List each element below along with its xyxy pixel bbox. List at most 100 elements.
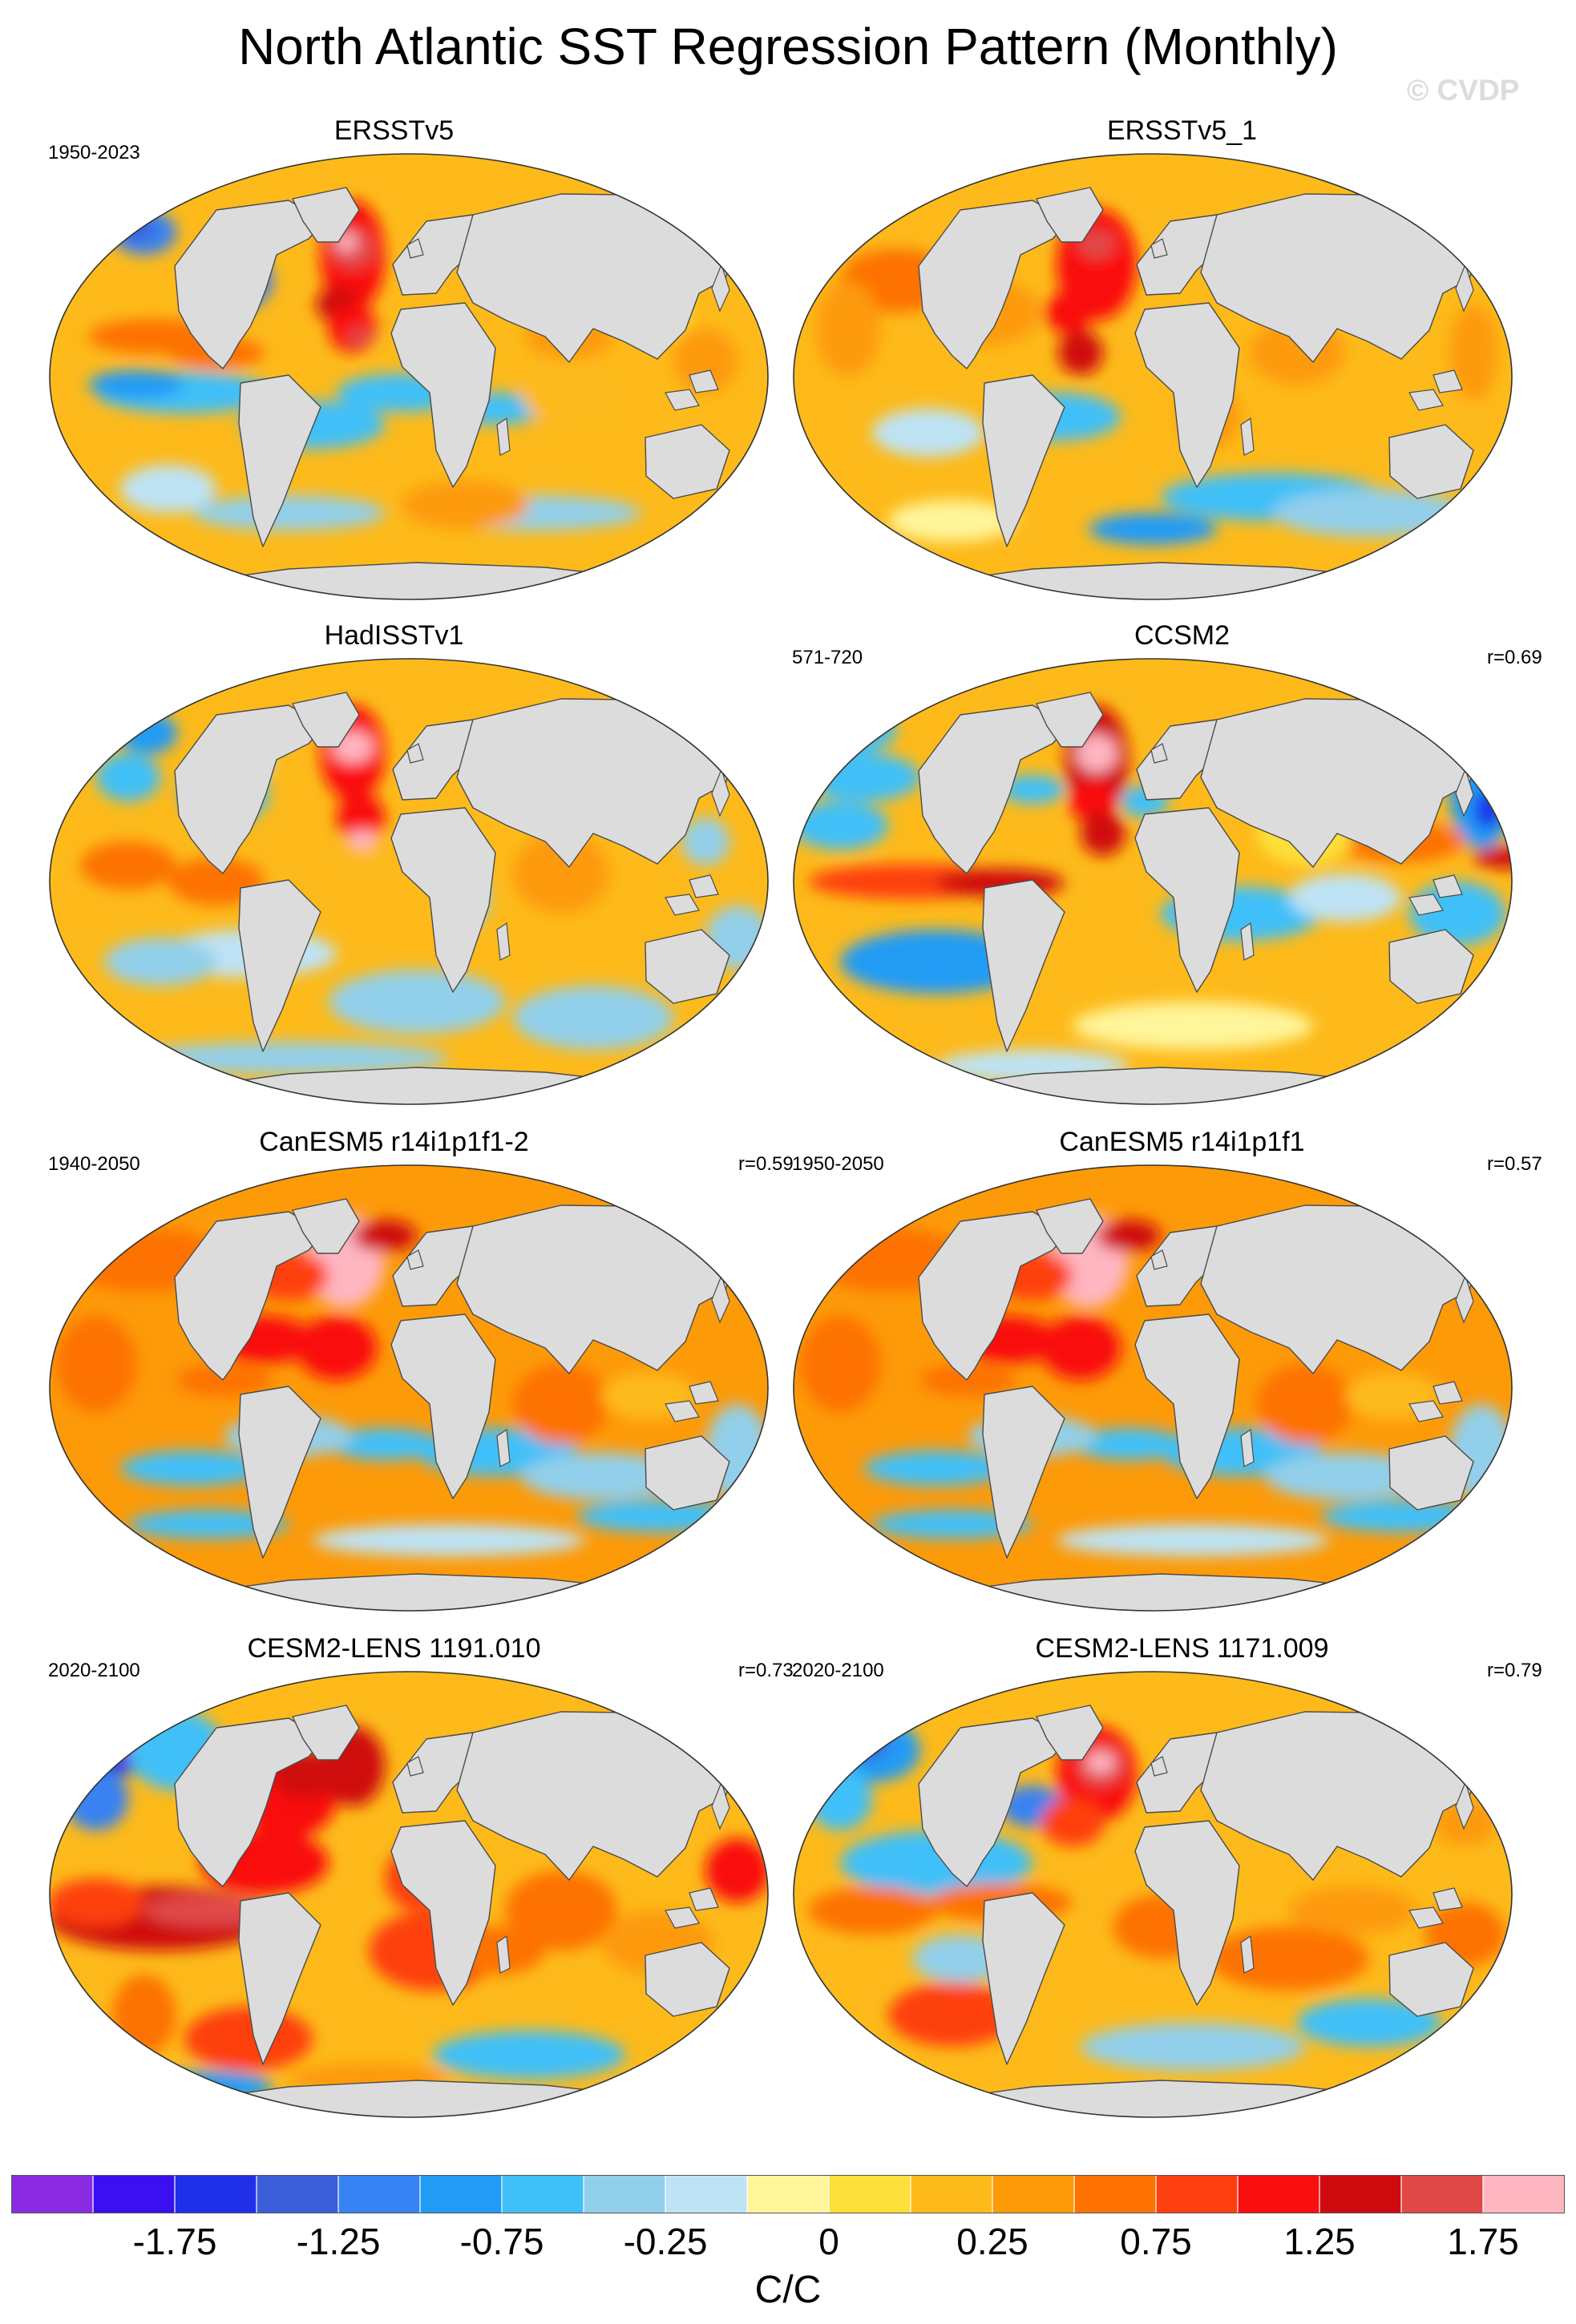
- map-panel: CanESM5 r14i1p1f1 1950-2050 r=0.57: [788, 1124, 1576, 1620]
- island: [406, 238, 424, 259]
- sst-anomaly-contour: [513, 833, 609, 914]
- continent: [1388, 1942, 1474, 2017]
- sst-anomaly-contour: [888, 1983, 1016, 2047]
- island: [1455, 1781, 1474, 1830]
- colorbar-swatch: [1074, 2175, 1157, 2213]
- island: [665, 389, 700, 411]
- sst-anomaly-contour: [346, 830, 378, 853]
- island: [406, 743, 424, 764]
- sst-anomaly-contour: [192, 495, 385, 531]
- sst-regression-map: [793, 1164, 1513, 1612]
- sst-anomaly-contour: [1449, 305, 1497, 401]
- colorbar-tick-label: 0.75: [1120, 2221, 1192, 2262]
- island: [1408, 1400, 1444, 1422]
- colorbar-swatch: [747, 2175, 830, 2213]
- island: [1489, 1533, 1503, 1559]
- sst-anomaly-contour: [313, 1524, 585, 1556]
- continent: [982, 1386, 1065, 1559]
- colorbar-swatch: [665, 2175, 748, 2213]
- sst-anomaly-contour: [1273, 489, 1465, 537]
- sst-anomaly-contour: [840, 930, 1032, 994]
- continent: [390, 302, 496, 488]
- sst-anomaly-contour: [1473, 790, 1502, 829]
- island: [496, 922, 511, 961]
- sst-anomaly-contour: [1289, 1886, 1417, 1935]
- sst-anomaly-contour: [337, 793, 385, 841]
- island: [745, 1027, 759, 1052]
- sst-anomaly-contour: [104, 1200, 152, 1223]
- sst-anomaly-contour: [505, 1870, 617, 1951]
- sst-anomaly-contour: [1097, 1220, 1161, 1252]
- colorbar-swatch: [1156, 2175, 1239, 2213]
- sst-anomaly-contour: [119, 217, 154, 240]
- island: [689, 369, 719, 393]
- colorbar-swatch: [1238, 2175, 1320, 2213]
- island: [1240, 922, 1255, 961]
- pattern-correlation-label: r=0.73: [738, 1660, 794, 1681]
- period-label: 1940-2050: [48, 1153, 140, 1175]
- continent: [1388, 929, 1474, 1004]
- colorbar-swatch: [1319, 2175, 1402, 2213]
- continent: [238, 879, 321, 1052]
- panel-title: CESM2-LENS 1191.010: [247, 1633, 541, 1664]
- colorbar-swatch: [502, 2175, 584, 2213]
- continent: [1134, 302, 1240, 488]
- chart-title: North Atlantic SST Regression Pattern (M…: [238, 18, 1338, 75]
- island: [1433, 874, 1463, 898]
- island: [689, 874, 719, 898]
- sst-anomaly-contour: [144, 2071, 273, 2103]
- period-label: 571-720: [792, 647, 863, 668]
- sst-anomaly-contour: [808, 753, 920, 801]
- continent: [982, 879, 1065, 1052]
- continent: [390, 807, 496, 993]
- island: [711, 768, 730, 817]
- continent: [292, 1198, 360, 1254]
- pattern-correlation-label: r=0.69: [1487, 647, 1542, 668]
- sst-anomaly-contour: [513, 986, 673, 1050]
- continent: [1134, 1820, 1240, 2006]
- island: [1489, 2040, 1503, 2065]
- colorbar-tick-label: 0: [818, 2221, 839, 2262]
- island: [1408, 1906, 1444, 1929]
- colorbar: [11, 2175, 1565, 2213]
- sst-regression-map: [793, 658, 1513, 1105]
- sst-anomaly-contour: [56, 1316, 136, 1412]
- island: [745, 1533, 759, 1559]
- colorbar-tick-label: -1.75: [132, 2221, 217, 2262]
- sst-anomaly-contour: [577, 1500, 737, 1532]
- sst-anomaly-contour: [1086, 1751, 1115, 1773]
- continent: [292, 187, 360, 243]
- sst-anomaly-contour: [64, 1766, 128, 1830]
- sst-anomaly-contour: [1041, 1798, 1105, 1846]
- panel-title: ERSSTv5: [333, 115, 455, 146]
- sst-anomaly-contour: [888, 500, 1016, 542]
- sst-anomaly-contour: [353, 1220, 417, 1252]
- sst-regression-map: [49, 153, 769, 600]
- panel-title: CCSM2: [1134, 620, 1230, 651]
- sst-anomaly-contour: [681, 817, 729, 865]
- continent: [982, 374, 1065, 547]
- continent: [1036, 187, 1104, 243]
- map-panel: CanESM5 r14i1p1f1-2 1940-2050 r=0.59: [0, 1124, 794, 1620]
- sst-anomaly-contour: [521, 361, 617, 425]
- map-panel: HadISSTv1: [0, 617, 788, 1114]
- sst-anomaly-contour: [1081, 811, 1125, 856]
- panel-title: CESM2-LENS 1171.009: [1035, 1633, 1329, 1664]
- colorbar-units-label: C/C: [754, 2269, 822, 2311]
- continent: [1388, 1435, 1474, 1511]
- continent: [292, 692, 360, 748]
- sst-anomaly-contour: [800, 1316, 880, 1412]
- sst-anomaly-contour: [1057, 1524, 1329, 1556]
- sst-anomaly-contour: [1089, 513, 1217, 545]
- continent: [390, 1820, 496, 2006]
- sst-anomaly-contour: [816, 705, 896, 753]
- sst-anomaly-contour: [433, 2031, 625, 2079]
- island: [1455, 263, 1474, 313]
- island: [745, 2040, 759, 2065]
- sst-anomaly-contour: [1289, 874, 1401, 922]
- sst-anomaly-contour: [1081, 2023, 1305, 2071]
- sst-anomaly-contour: [1473, 846, 1512, 869]
- colorbar-swatch: [93, 2175, 176, 2213]
- sst-regression-map: [49, 1671, 769, 2118]
- map-outline: [793, 153, 1513, 600]
